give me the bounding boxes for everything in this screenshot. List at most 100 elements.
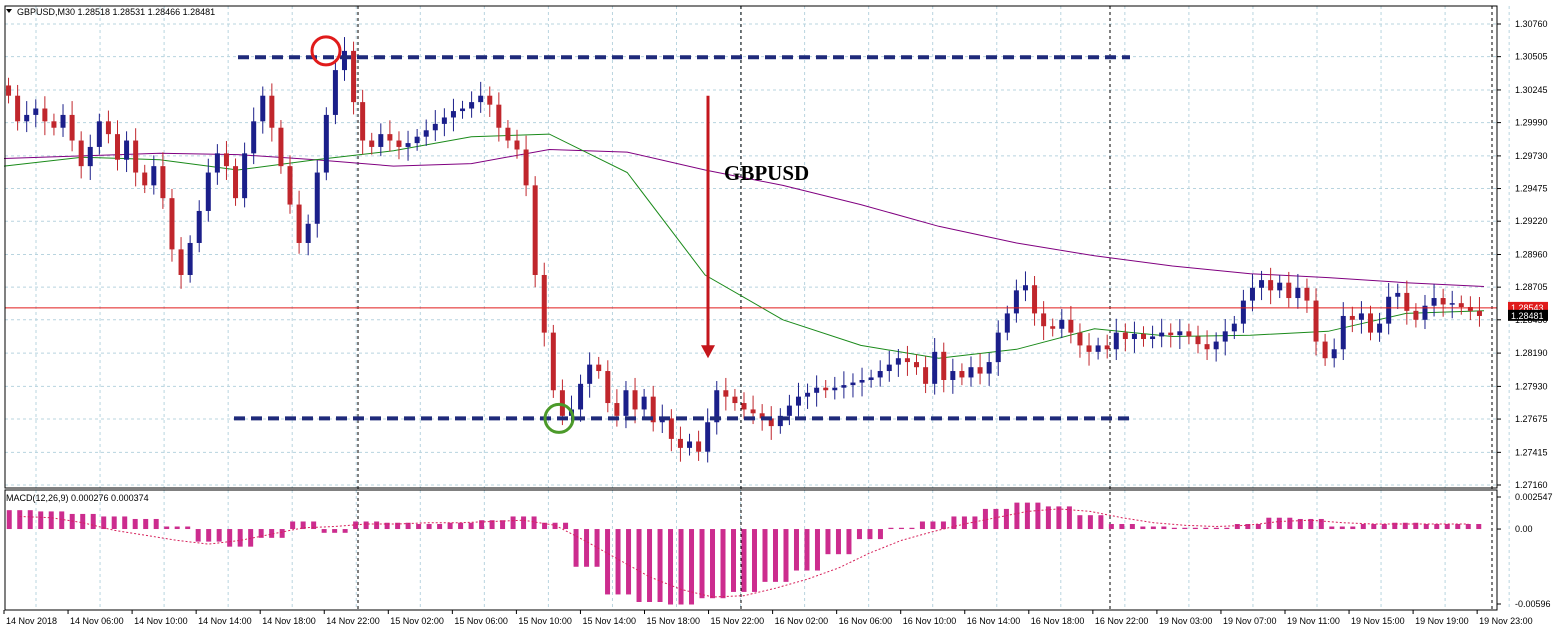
candle-body [677, 438, 683, 448]
macd-histogram-bar [972, 516, 978, 530]
candle [1013, 279, 1019, 323]
candle-body [523, 149, 529, 186]
candle [42, 96, 48, 136]
candle-body [850, 382, 856, 386]
candle-body [977, 367, 983, 374]
macd-histogram-bar [1392, 522, 1398, 530]
candle [1377, 312, 1383, 342]
candle-body [950, 371, 956, 380]
macd-histogram-bar [793, 529, 799, 571]
candle [1095, 337, 1101, 360]
candle-body [886, 364, 892, 372]
candle [387, 120, 393, 152]
candle [714, 381, 720, 435]
candle [514, 129, 520, 159]
candle [33, 99, 39, 128]
annotation-label: GBPUSD [724, 161, 809, 185]
candle-body [868, 377, 874, 380]
candle [541, 262, 547, 347]
candle-body [1313, 300, 1319, 342]
candle-body [78, 140, 84, 167]
macd-histogram-bar [982, 508, 988, 530]
candle-body [1141, 333, 1147, 340]
candle-body [214, 153, 220, 173]
candle [114, 120, 120, 171]
macd-histogram-bar [594, 529, 600, 567]
x-axis-label: 14 Nov 10:00 [134, 616, 188, 626]
macd-histogram-bar [1108, 524, 1114, 530]
candle-body [1104, 345, 1110, 350]
macd-histogram-bar [1255, 524, 1261, 530]
candle [78, 131, 84, 179]
candle-body [995, 332, 1001, 363]
candle-body [505, 127, 511, 141]
candle-body [1013, 290, 1019, 314]
macd-histogram-bar [374, 521, 380, 530]
x-axis-label: 16 Nov 14:00 [967, 616, 1021, 626]
macd-pane-frame [4, 489, 1498, 611]
candle-body [1277, 282, 1283, 291]
macd-histogram-bar [1066, 506, 1072, 530]
candle-body [305, 223, 311, 243]
candle [1141, 326, 1147, 347]
candle-body [114, 134, 120, 160]
candle [15, 84, 21, 131]
candle-body [1249, 287, 1255, 301]
macd-histogram-bar [552, 522, 558, 530]
candle-body [1240, 300, 1246, 324]
y-axis-label: 1.27160 [1515, 480, 1548, 490]
candle-body [1159, 332, 1165, 337]
candle-body [15, 95, 21, 122]
candle [959, 363, 965, 386]
candle-body [351, 50, 357, 103]
macd-histogram-bar [1413, 522, 1419, 530]
y-axis-label: 1.30505 [1515, 52, 1548, 62]
macd-histogram-bar [521, 516, 527, 530]
macd-histogram-bar [17, 510, 23, 530]
candle-body [487, 95, 493, 105]
candle [1422, 294, 1428, 330]
candle-body [287, 166, 293, 205]
candle [1068, 305, 1074, 344]
candle-body [1195, 336, 1201, 345]
macd-histogram-bar [731, 529, 737, 592]
candle [578, 374, 584, 422]
price-badge-text: 1.28481 [1511, 311, 1544, 321]
candle [1313, 288, 1319, 356]
macd-histogram-bar [1035, 502, 1041, 530]
candle-body [1032, 285, 1038, 314]
macd-histogram-bar [227, 529, 233, 547]
macd-histogram-bar [1119, 524, 1125, 530]
candle-body [42, 108, 48, 122]
candle [1449, 290, 1455, 319]
macd-histogram-bar [1045, 506, 1051, 530]
candle-body [914, 362, 920, 368]
candle-body [1041, 313, 1047, 327]
candle [723, 377, 729, 411]
x-axis-label: 14 Nov 06:00 [70, 616, 124, 626]
candle-body [986, 362, 992, 374]
candle [1240, 289, 1246, 333]
macd-histogram-bar [647, 529, 653, 602]
candle-body [1059, 319, 1065, 329]
candle [1249, 273, 1255, 312]
candle-body [332, 70, 338, 115]
candle-body [623, 390, 629, 416]
macd-histogram-bar [909, 527, 915, 530]
macd-histogram-bar [1402, 522, 1408, 530]
candle-body [496, 104, 502, 128]
candle [450, 98, 456, 132]
candle [677, 426, 683, 462]
macd-histogram-bar [940, 521, 946, 530]
candle [868, 369, 874, 388]
x-axis-label: 14 Nov 2018 [6, 616, 57, 626]
macd-histogram-bar [531, 516, 537, 530]
candle [151, 155, 157, 195]
macd-histogram-bar [1465, 524, 1471, 530]
macd-histogram-bar [993, 508, 999, 530]
candle-body [587, 364, 593, 384]
chart-menu-triangle-icon[interactable] [6, 9, 12, 13]
candle [478, 81, 484, 113]
macd-histogram-bar [405, 522, 411, 530]
